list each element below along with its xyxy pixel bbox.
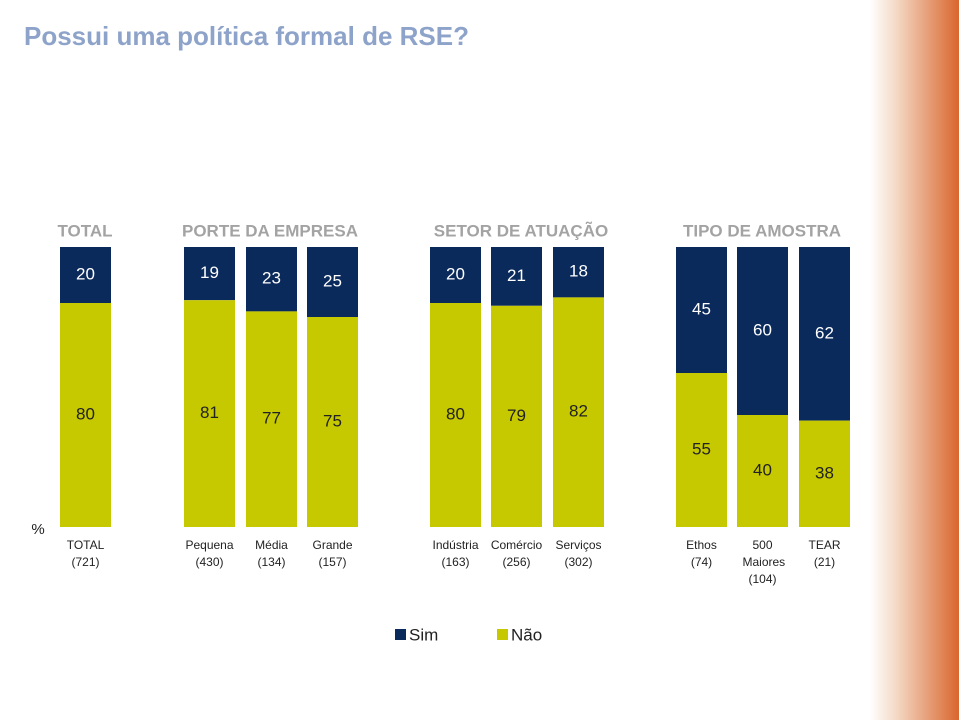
bar-segment [553, 247, 604, 298]
unit-label: % [31, 521, 44, 538]
group-label: TOTAL [57, 221, 112, 240]
bar-segment [430, 247, 481, 303]
value-label: 80 [76, 404, 95, 423]
bar-segment [676, 247, 727, 373]
group-label: PORTE DA EMPRESA [182, 221, 358, 240]
category-label: Grande (157) [301, 537, 365, 571]
bar-segment [491, 305, 542, 527]
value-label: 21 [507, 266, 526, 285]
bar-segment [184, 247, 235, 301]
value-label: 77 [262, 409, 281, 428]
value-label: 75 [323, 411, 342, 430]
value-label: 18 [569, 262, 588, 281]
bar-segment [430, 303, 481, 527]
category-name: Indústria [432, 538, 479, 552]
category-name: Pequena [185, 538, 234, 552]
legend-label: Não [511, 625, 542, 644]
legend-swatch [497, 629, 508, 640]
category-name: Serviços [555, 538, 602, 552]
category-name: TEAR [808, 538, 841, 552]
sample-size: (163) [441, 555, 470, 569]
value-label: 81 [200, 403, 219, 422]
category-name: TOTAL [66, 538, 105, 552]
bar-segment [184, 300, 235, 527]
category-label: Pequena (430) [178, 537, 242, 571]
bar-segment [799, 420, 850, 527]
value-label: 55 [692, 439, 711, 458]
bar-segment [553, 297, 604, 527]
sample-size: (134) [257, 555, 286, 569]
chart-title: Possui uma política formal de RSE? [24, 21, 469, 51]
legend-swatch [395, 629, 406, 640]
category-label: Ethos (74) [670, 537, 734, 571]
bar-segment [737, 247, 788, 415]
category-label: Comércio (256) [485, 537, 549, 571]
category-label: 500 Maiores (104) [731, 537, 795, 588]
sample-size: (430) [195, 555, 224, 569]
bar-segment [676, 373, 727, 527]
value-label: 25 [323, 271, 342, 290]
sample-size: (721) [71, 555, 100, 569]
sample-size: (104) [748, 572, 777, 586]
category-label: TEAR (21) [793, 537, 857, 571]
category-label: Serviços (302) [547, 537, 611, 571]
category-label: Indústria (163) [424, 537, 488, 571]
value-label: 40 [753, 460, 772, 479]
group-label: SETOR DE ATUAÇÃO [434, 220, 608, 240]
sample-size: (256) [502, 555, 531, 569]
sample-size: (74) [690, 555, 713, 569]
category-label: TOTAL (721) [54, 537, 118, 571]
bar-segment [491, 247, 542, 306]
value-label: 38 [815, 463, 834, 482]
category-label: Média (134) [240, 537, 304, 571]
category-name: Ethos [686, 538, 717, 552]
value-label: 23 [262, 269, 281, 288]
value-label: 82 [569, 402, 588, 421]
bar-segment [307, 317, 358, 527]
sample-size: (302) [564, 555, 593, 569]
category-name: Média [255, 538, 288, 552]
value-label: 20 [76, 264, 95, 283]
value-label: 62 [815, 323, 834, 342]
value-label: 79 [507, 406, 526, 425]
bar-segment [799, 247, 850, 421]
bar-segment [246, 311, 297, 527]
legend-label: Sim [409, 625, 438, 644]
value-label: 20 [446, 264, 465, 283]
bar-segment [60, 303, 111, 527]
category-name: Grande [312, 538, 353, 552]
bar-segment [737, 415, 788, 527]
category-name: 500 Maiores [742, 538, 786, 569]
value-label: 60 [753, 320, 772, 339]
bar-segment [60, 247, 111, 303]
group-label: TIPO DE AMOSTRA [683, 221, 841, 240]
category-name: Comércio [490, 538, 543, 552]
decor-texture [870, 0, 959, 720]
value-label: 19 [200, 263, 219, 282]
bar-segment [307, 247, 358, 317]
sample-size: (157) [318, 555, 347, 569]
bar-segment [246, 247, 297, 312]
sample-size: (21) [813, 555, 836, 569]
value-label: 80 [446, 404, 465, 423]
value-label: 45 [692, 299, 711, 318]
